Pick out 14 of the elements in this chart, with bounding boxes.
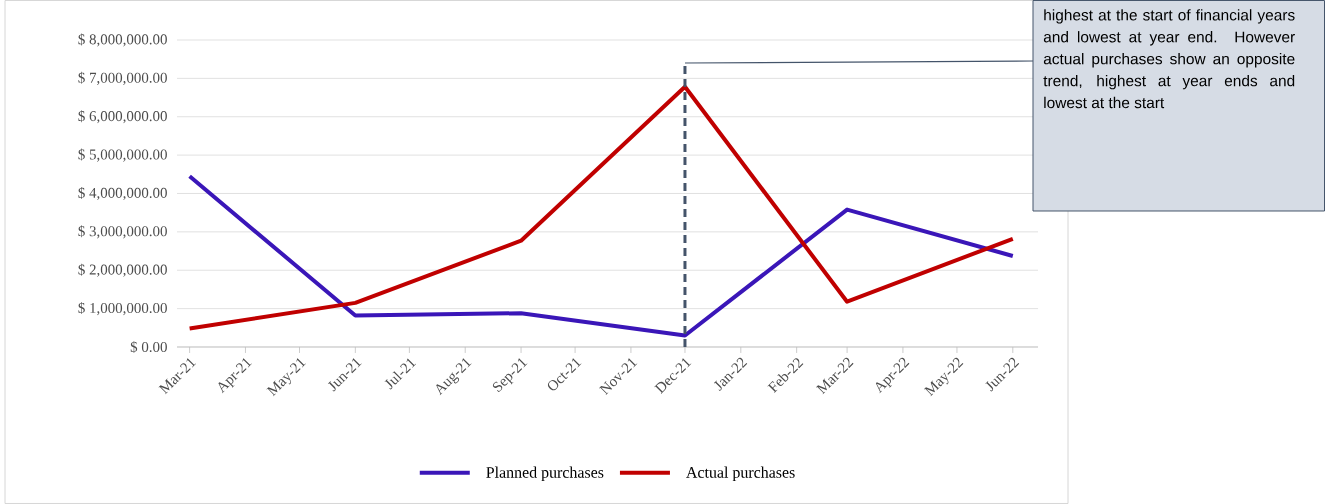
- y-tick-label: $ 4,000,000.00: [78, 186, 167, 201]
- legend-label: Actual purchases: [686, 466, 795, 482]
- y-tick-label: $ 1,000,000.00: [78, 302, 167, 316]
- y-tick-label: $ 8,000,000.00: [78, 33, 167, 47]
- y-tick-label: $ 6,000,000.00: [78, 110, 167, 124]
- legend-label: Planned purchases: [486, 466, 604, 482]
- y-tick-label: $ 0.00: [130, 341, 167, 353]
- y-tick-label: $ 7,000,000.00: [78, 71, 167, 85]
- y-tick-label: $ 3,000,000.00: [78, 225, 167, 239]
- text: highest at the start of financial years and lowest at year end. However actual purchases show an opposite trend, highest at year ends and lowest at the start: [1043, 9, 1295, 109]
- line-series: [187, 84, 1015, 331]
- y-tick-label: $ 2,000,000.00: [78, 263, 167, 277]
- y-tick-label: $ 5,000,000.00: [78, 148, 167, 162]
- line-series: [187, 174, 1015, 338]
